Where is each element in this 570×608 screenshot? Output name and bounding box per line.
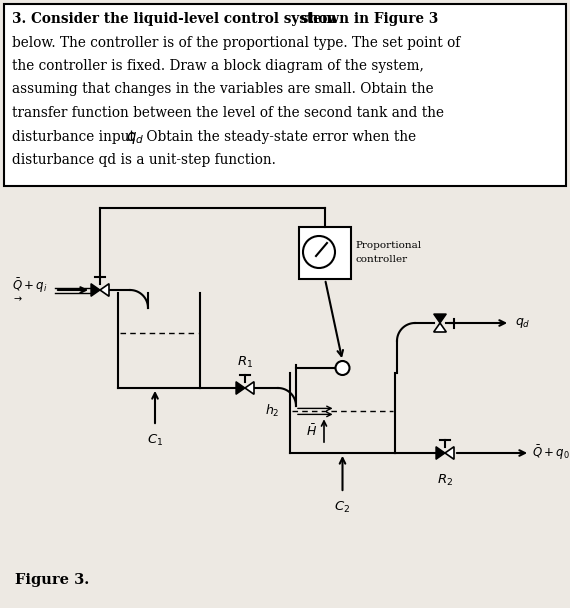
Text: below. The controller is of the proportional type. The set point of: below. The controller is of the proporti… <box>12 35 460 49</box>
Text: 3. Consider the liquid-level control system: 3. Consider the liquid-level control sys… <box>12 12 336 26</box>
Polygon shape <box>245 382 254 395</box>
Text: controller: controller <box>355 255 407 263</box>
Text: $q_d$: $q_d$ <box>515 316 531 330</box>
Polygon shape <box>434 314 446 323</box>
Polygon shape <box>236 382 245 395</box>
Text: $\rightarrow$: $\rightarrow$ <box>12 293 23 303</box>
Text: $\bar{Q}+q_0$: $\bar{Q}+q_0$ <box>532 444 570 462</box>
Circle shape <box>303 236 335 268</box>
Text: $R_1$: $R_1$ <box>237 354 253 370</box>
Text: the controller is fixed. Draw a block diagram of the system,: the controller is fixed. Draw a block di… <box>12 59 424 73</box>
Polygon shape <box>445 447 454 459</box>
Polygon shape <box>434 323 446 332</box>
FancyBboxPatch shape <box>299 227 351 279</box>
Text: disturbance qd is a unit-step function.: disturbance qd is a unit-step function. <box>12 153 276 167</box>
Text: $q_d$: $q_d$ <box>126 130 144 145</box>
Text: Obtain the steady-state error when the: Obtain the steady-state error when the <box>142 130 416 143</box>
Text: shown in Figure 3: shown in Figure 3 <box>296 12 438 26</box>
Text: $C_2$: $C_2$ <box>335 499 351 514</box>
Circle shape <box>336 361 349 375</box>
Text: Proportional: Proportional <box>355 241 421 249</box>
Text: assuming that changes in the variables are small. Obtain the: assuming that changes in the variables a… <box>12 83 434 97</box>
Text: $R_2$: $R_2$ <box>437 473 453 488</box>
Polygon shape <box>91 284 100 296</box>
Text: transfer function between the level of the second tank and the: transfer function between the level of t… <box>12 106 444 120</box>
Text: $\bar{Q}+q_i$: $\bar{Q}+q_i$ <box>12 277 47 295</box>
Polygon shape <box>436 447 445 459</box>
Polygon shape <box>100 284 109 296</box>
Text: disturbance input: disturbance input <box>12 130 139 143</box>
Text: $\bar{H}$: $\bar{H}$ <box>307 423 317 439</box>
Text: Figure 3.: Figure 3. <box>15 573 89 587</box>
Text: $C_1$: $C_1$ <box>147 432 163 447</box>
Text: $h_2$: $h_2$ <box>266 403 280 420</box>
FancyBboxPatch shape <box>4 4 566 186</box>
